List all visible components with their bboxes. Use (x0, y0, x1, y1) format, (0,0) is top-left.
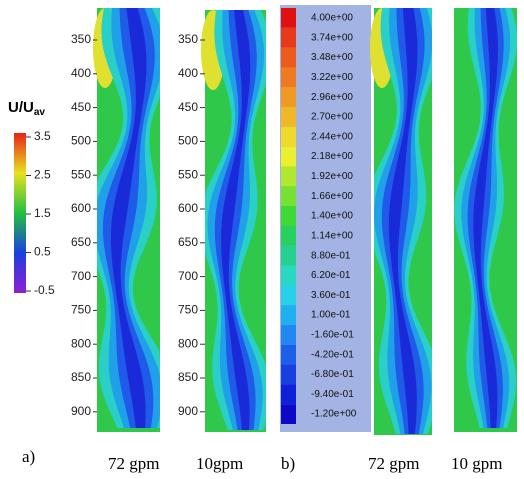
y-tick-label: 850 (178, 370, 198, 384)
colorbar-swatch (281, 146, 296, 167)
panel-label: b) (281, 454, 295, 473)
y-tick-label: 450 (178, 100, 198, 114)
colorbar-swatch (281, 126, 296, 147)
y-tick-label: 600 (178, 201, 198, 215)
y-tick-label: 650 (71, 235, 91, 249)
contour-band (467, 8, 504, 428)
colorbar-label: -9.40e-01 (311, 389, 354, 400)
colorbar-swatch (281, 285, 296, 306)
y-tick-label: 550 (178, 167, 198, 181)
colorbar-label: -6.80e-01 (311, 369, 354, 380)
colorbar-label: 1.92e+00 (311, 171, 353, 182)
colorbar-swatch (281, 47, 296, 68)
colorbar-label: -1.60e-01 (311, 329, 354, 340)
colorbar-swatch (281, 404, 296, 424)
y-tick-label: 900 (71, 404, 91, 418)
y-tick-label: 350 (178, 32, 198, 46)
colorbar-swatch (281, 305, 296, 325)
legend-title: U/Uav (8, 99, 45, 118)
y-tick-label: 750 (178, 303, 198, 317)
colorbar-label: 1.00e-01 (311, 310, 351, 321)
y-tick-label: 650 (178, 235, 198, 249)
contour-band (381, 8, 425, 434)
colorbar-swatch (281, 87, 296, 108)
y-tick-label: 500 (178, 134, 198, 148)
contour-band (102, 8, 155, 428)
plot-caption: 72 gpm (368, 454, 419, 473)
colorbar-swatch (281, 364, 296, 385)
contour-band (473, 8, 498, 428)
contour-band (221, 10, 251, 430)
y-tick-label: 700 (178, 269, 198, 283)
colorbar-swatch (281, 8, 296, 28)
colorbar-label: 3.74e+00 (311, 32, 353, 43)
contour-band (214, 10, 257, 430)
colorbar-label: 2.44e+00 (311, 131, 353, 142)
colorbar-label: 6.20e-01 (311, 270, 351, 281)
colorbar-swatch (281, 384, 296, 405)
colorbar-swatch (281, 324, 296, 345)
colorbar-label: 1.66e+00 (311, 191, 353, 202)
y-tick-label: 400 (71, 66, 91, 80)
colorbar-label: 8.80e-01 (311, 250, 351, 261)
colorbar-label: 3.60e-01 (311, 290, 351, 301)
panel-label: a) (22, 447, 35, 466)
colorbar-a (14, 133, 26, 293)
y-tick-label: 900 (178, 404, 198, 418)
plot-caption: 72 gpm (108, 454, 159, 473)
colorbar-swatch (281, 27, 296, 48)
colorbar-label: 4.00e+00 (311, 13, 353, 24)
contour-band (388, 8, 418, 434)
y-tick-label: 600 (71, 201, 91, 215)
colorbar-label: 2.5 (34, 168, 51, 182)
colorbar-label: 3.22e+00 (311, 72, 353, 83)
colorbar-swatch (281, 344, 296, 365)
colorbar-label: -1.20e+00 (311, 409, 357, 420)
plot-caption: 10gpm (196, 454, 243, 473)
colorbar-swatch (281, 186, 296, 207)
colorbar-label: 1.14e+00 (311, 230, 353, 241)
colorbar-label: 2.18e+00 (311, 151, 353, 162)
colorbar-swatch (281, 67, 296, 88)
colorbar-label: 1.5 (34, 206, 51, 220)
colorbar-label: -0.5 (34, 283, 55, 297)
colorbar-label: 2.96e+00 (311, 92, 353, 103)
colorbar-label: -4.20e-01 (311, 349, 354, 360)
colorbar-label: 0.5 (34, 245, 51, 259)
colorbar-swatch (281, 107, 296, 127)
y-tick-label: 800 (71, 336, 91, 350)
y-tick-label: 800 (178, 336, 198, 350)
y-tick-label: 400 (178, 66, 198, 80)
colorbar-label: 1.40e+00 (311, 211, 353, 222)
y-tick-label: 750 (71, 303, 91, 317)
colorbar-label: 3.5 (34, 129, 51, 143)
contour-band (110, 8, 147, 428)
y-tick-label: 700 (71, 269, 91, 283)
y-tick-label: 500 (71, 134, 91, 148)
plot-caption: 10 gpm (451, 454, 502, 473)
y-tick-label: 850 (71, 370, 91, 384)
colorbar-swatch (281, 245, 296, 266)
colorbar-label: 2.70e+00 (311, 112, 353, 123)
colorbar-swatch (281, 225, 296, 246)
colorbar-swatch (281, 166, 296, 187)
colorbar-swatch (281, 206, 296, 226)
y-tick-label: 350 (71, 32, 91, 46)
colorbar-swatch (281, 265, 296, 286)
y-tick-label: 450 (71, 100, 91, 114)
colorbar-label: 3.48e+00 (311, 52, 353, 63)
y-tick-label: 550 (71, 167, 91, 181)
